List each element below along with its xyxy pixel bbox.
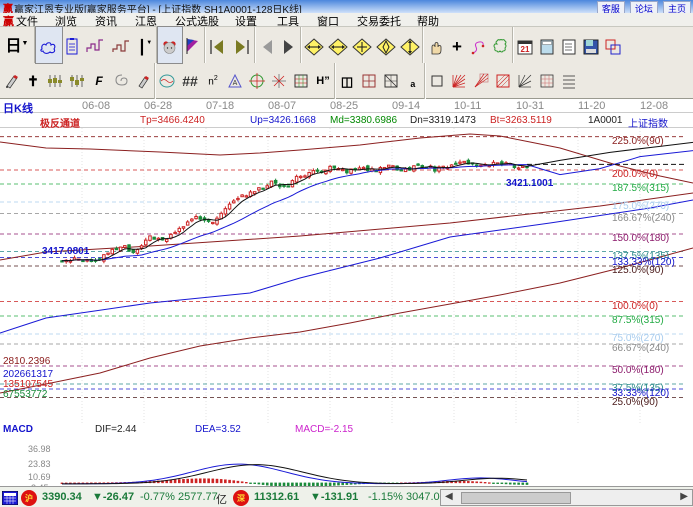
svg-text:深: 深 [237, 493, 245, 503]
svg-text:21: 21 [521, 45, 530, 54]
svg-text:A: A [233, 80, 238, 87]
svg-text:沪: 沪 [25, 493, 33, 503]
